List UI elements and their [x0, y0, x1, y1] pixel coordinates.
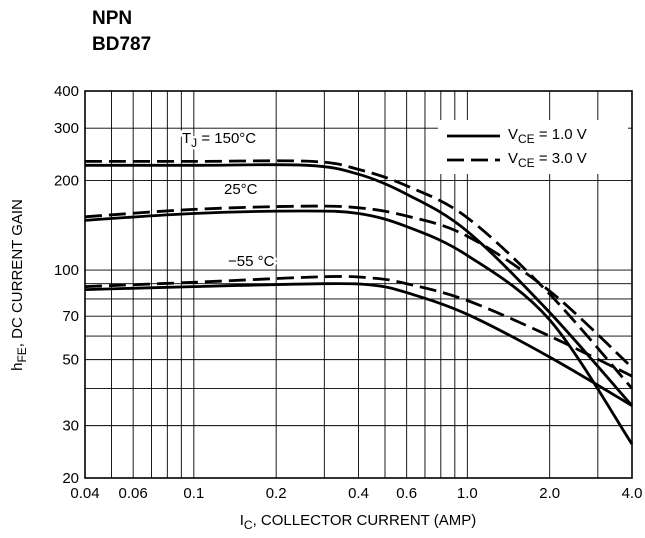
x-axis-label: IC, COLLECTOR CURRENT (AMP) [240, 512, 476, 532]
plot-frame [84, 90, 633, 479]
series-lines [84, 159, 634, 445]
x-tick-label: 0.1 [183, 485, 204, 502]
legend-label: VCE = 1.0 V [508, 126, 587, 146]
plot-border [84, 90, 633, 479]
x-tick-label: 0.4 [348, 485, 369, 502]
x-tick-label: 4.0 [622, 485, 643, 502]
part-type-label: NPN [92, 8, 133, 29]
y-tick-label: 30 [62, 418, 79, 435]
tick-labels: 0.04 0.06 0.1 0.2 0.4 0.6 1.0 2.0 4.0 20 30 50 70 100… [54, 83, 642, 502]
x-tick-label: 2.0 [539, 485, 560, 502]
y-tick-label: 400 [54, 83, 79, 100]
y-tick-label: 200 [54, 173, 79, 190]
y-tick-label: 300 [54, 120, 79, 137]
y-tick-label: 20 [62, 470, 79, 487]
y-axis-label: hFE, DC CURRENT GAIN [9, 199, 29, 371]
y-tick-label: 70 [62, 308, 79, 325]
series-line-25c-vce-3-0 [84, 204, 633, 369]
x-tick-label: 0.6 [396, 485, 417, 502]
x-tick-label: 1.0 [457, 485, 478, 502]
annotation-minus55c: −55 °C [228, 253, 275, 270]
legend: VCE = 1.0 V VCE = 3.0 V [438, 120, 628, 174]
legend-label: VCE = 3.0 V [508, 150, 587, 170]
part-number-label: BD787 [92, 34, 152, 55]
x-tick-label: 0.04 [70, 485, 99, 502]
series-line-150c-vce-3-0 [85, 159, 634, 390]
axis-labels: IC, COLLECTOR CURRENT (AMP) hFE, DC CURRE… [9, 199, 476, 532]
x-tick-label: 0.06 [119, 485, 148, 502]
series-line-25c-vce-1-0 [84, 209, 634, 445]
series-line-minus55c-vce-1-0 [84, 282, 633, 407]
annotation-tj-150c: TJ = 150°C [182, 130, 256, 150]
y-tick-label: 50 [62, 352, 79, 369]
series-line-minus55c-vce-3-0 [84, 275, 633, 378]
x-tick-label: 0.2 [266, 485, 287, 502]
annotation-25c: 25°C [224, 181, 258, 198]
curve-annotations: TJ = 150°C 25°C −55 °C [180, 128, 278, 273]
series-line-150c-vce-1-0 [85, 163, 634, 407]
y-tick-label: 100 [54, 262, 79, 279]
legend-box [438, 120, 628, 174]
